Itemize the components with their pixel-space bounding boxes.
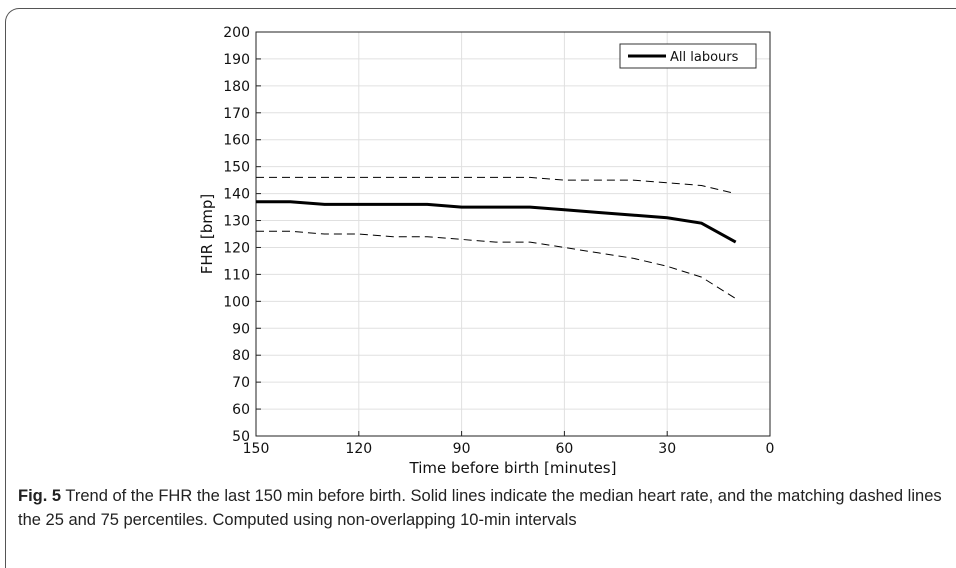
x-tick-label: 90 [453,441,471,457]
grid-lines [255,31,771,437]
plot-area-border [255,31,771,437]
legend: All labours [619,43,757,69]
y-tick-label: 100 [223,294,250,310]
y-tick-label: 60 [232,402,250,418]
fhr-trend-chart: 50 60 70 80 90 100 110 120 130 140 150 160 170 180 190… [198,25,775,477]
x-tick-label: 150 [243,441,270,457]
legend-label: All labours [670,50,739,65]
x-axis-label: Time before birth [minutes] [409,459,617,477]
figure-label: Fig. 5 [18,487,62,505]
y-tick-label: 110 [223,267,250,283]
y-tick-label: 130 [223,214,250,230]
x-tick-label: 120 [345,441,372,457]
y-tick-label: 50 [232,429,250,445]
x-tick-label: 30 [658,441,676,457]
y-tick-label: 90 [232,321,250,337]
x-tick-label: 0 [766,441,775,457]
figure-frame [5,8,956,568]
figure-caption: Fig. 5 Trend of the FHR the last 150 min… [18,484,943,532]
y-tick-label: 120 [223,240,250,256]
y-axis-ticks: 50 60 70 80 90 100 110 120 130 140 150 160 170 180 190… [223,25,261,445]
y-tick-label: 190 [223,52,250,68]
x-tick-label: 60 [555,441,573,457]
y-tick-label: 140 [223,187,250,203]
y-tick-label: 70 [232,375,250,391]
y-tick-label: 170 [223,106,250,122]
x-axis-ticks: 150 120 90 60 30 0 [243,431,775,457]
percentile-line-2 [256,230,736,300]
figure-caption-text: Trend of the FHR the last 150 min before… [18,487,942,529]
y-tick-label: 180 [223,79,250,95]
median-line [256,200,737,244]
y-tick-label: 150 [223,160,250,176]
percentile-line-1 [256,176,736,195]
y-tick-label: 80 [232,348,250,364]
y-axis-label: FHR [bmp] [198,194,216,274]
y-tick-label: 200 [223,25,250,41]
series-lines [256,176,737,300]
y-tick-label: 160 [223,133,250,149]
